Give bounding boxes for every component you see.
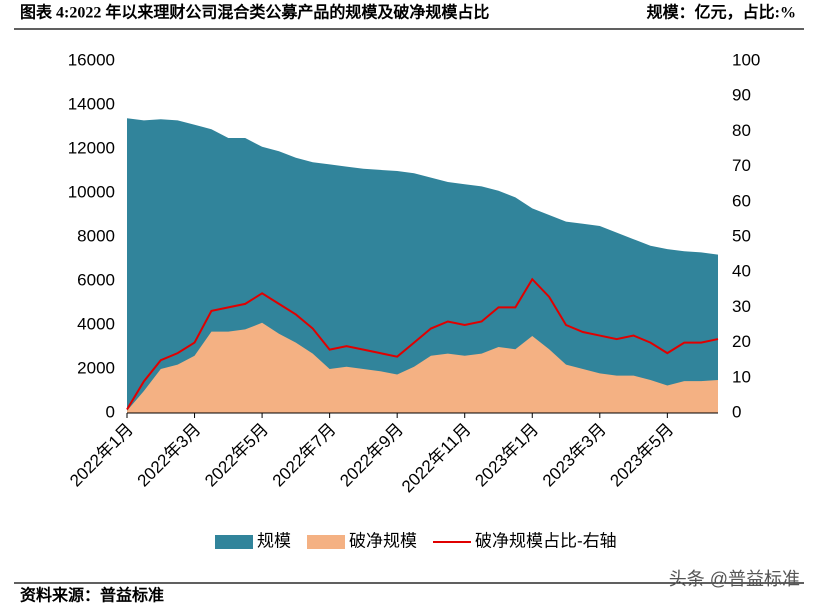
y-tick-label: 10000: [68, 182, 115, 201]
y2-tick-label: 20: [732, 332, 751, 351]
legend-swatch: [307, 535, 345, 549]
watermark: 头条 @普益标准: [669, 569, 800, 589]
y2-tick-label: 60: [732, 191, 751, 210]
y-tick-label: 4000: [77, 314, 115, 333]
y-tick-label: 6000: [77, 270, 115, 289]
x-tick-label: 2022年5月: [201, 420, 272, 491]
y2-tick-label: 70: [732, 156, 751, 175]
x-tick-label: 2022年9月: [336, 420, 407, 491]
x-tick-label: 2023年1月: [471, 420, 542, 491]
y2-tick-label: 50: [732, 226, 751, 245]
y2-tick-label: 100: [732, 50, 760, 69]
y-tick-label: 14000: [68, 94, 115, 113]
legend-label: 破净规模: [349, 531, 417, 550]
line: [126, 277, 719, 410]
y2-tick-label: 80: [732, 121, 751, 140]
plot: [126, 118, 719, 413]
y2-tick-label: 30: [732, 297, 751, 316]
x-tick-label: 2022年7月: [269, 420, 340, 491]
area: [127, 322, 718, 413]
x-tick-label: 2022年11月: [398, 420, 475, 497]
chart-title: 图表 4:2022 年以来理财公司混合类公募产品的规模及破净规模占比: [20, 3, 489, 22]
y2-tick-label: 90: [732, 86, 751, 105]
source: 资料来源：普益标准: [20, 586, 164, 605]
y-tick-label: 0: [106, 402, 115, 421]
x-tick-label: 2022年1月: [66, 420, 137, 491]
x-tick-label: 2023年5月: [606, 420, 677, 491]
legend-label: 规模: [257, 531, 291, 550]
y-tick-label: 2000: [77, 358, 115, 377]
units-note: 规模：亿元，占比:%: [647, 3, 796, 22]
x-tick-label: 2022年3月: [134, 420, 205, 491]
legend-swatch: [215, 535, 253, 549]
y2-tick-label: 0: [732, 402, 741, 421]
y2-tick-label: 40: [732, 262, 751, 281]
y-tick-label: 8000: [77, 226, 115, 245]
y2-tick-label: 10: [732, 367, 751, 386]
y-tick-label: 12000: [68, 138, 115, 157]
legend-label: 破净规模占比-右轴: [475, 531, 617, 550]
y-tick-label: 16000: [68, 50, 115, 69]
x-tick-label: 2023年3月: [539, 420, 610, 491]
